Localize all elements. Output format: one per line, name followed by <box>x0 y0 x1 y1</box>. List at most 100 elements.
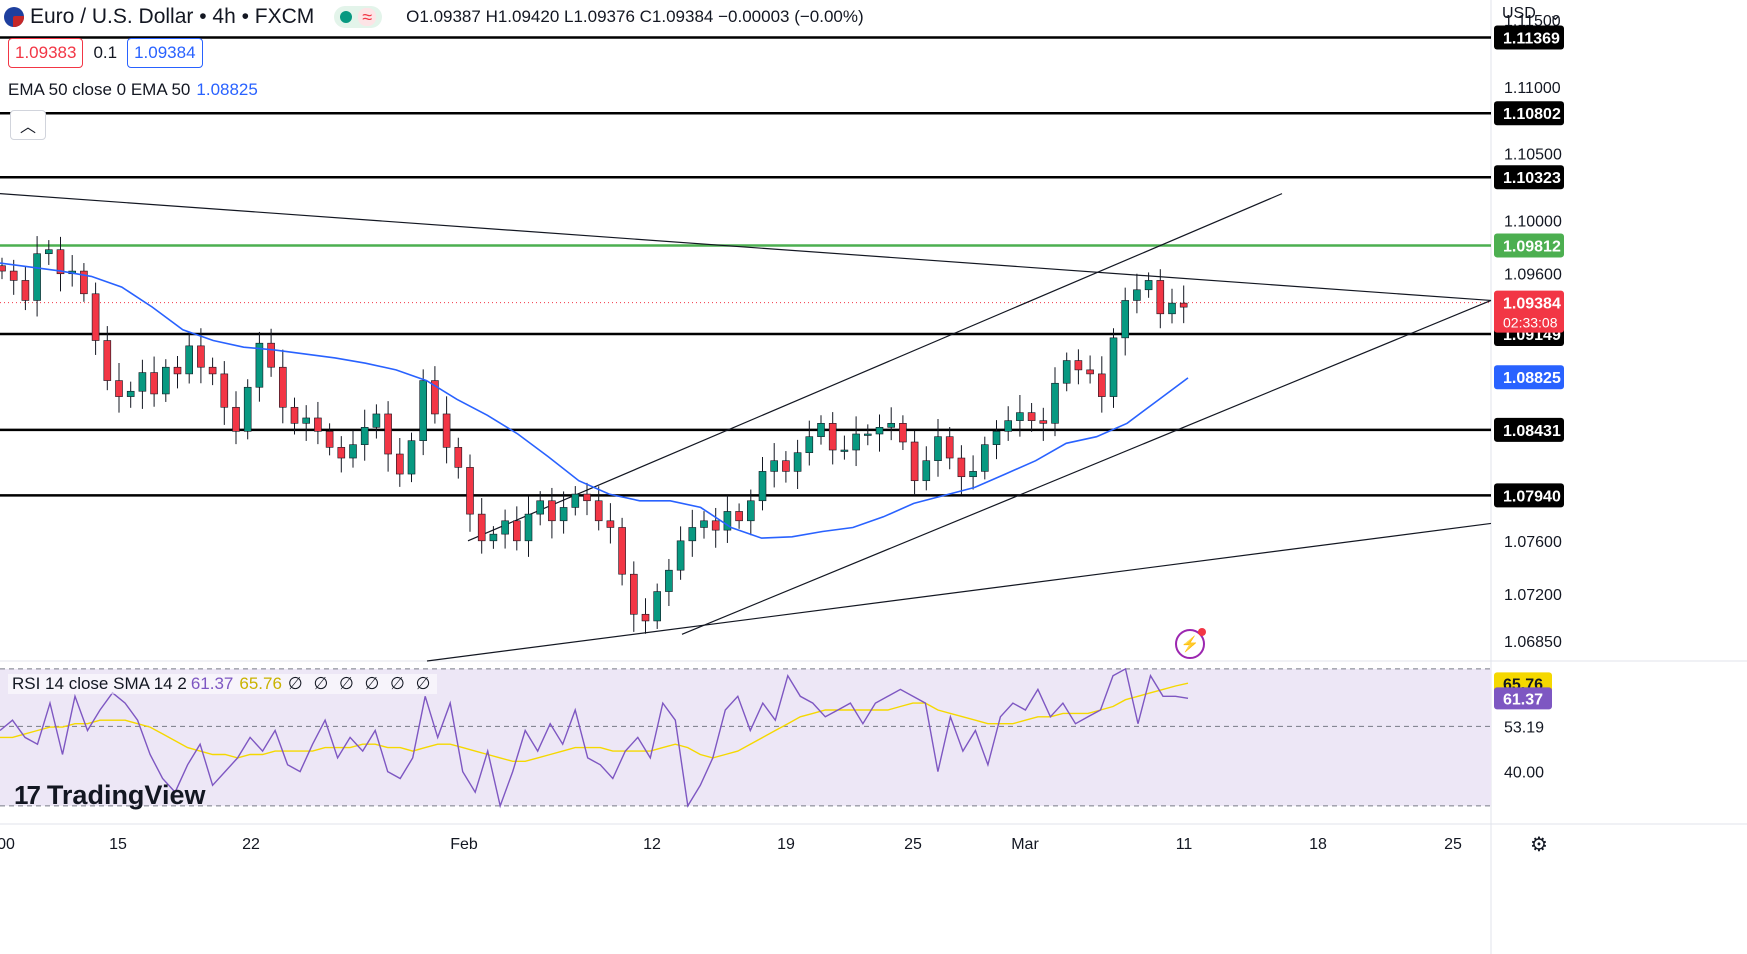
candle-body <box>80 270 88 295</box>
horizontal-levels <box>0 36 1491 497</box>
price-tick-label: 1.10000 <box>1504 213 1562 230</box>
candle-body <box>910 441 919 482</box>
time-tick-label: 22 <box>242 836 260 853</box>
candle-body <box>150 372 158 395</box>
rsi-legend-value: 61.37 <box>190 674 234 693</box>
candle-body <box>653 591 662 622</box>
candle-body <box>197 345 205 368</box>
rsi-tick-label: 40.00 <box>1504 765 1544 782</box>
candle-body <box>1004 420 1013 432</box>
candle-body <box>536 500 545 515</box>
candle-body <box>641 613 650 622</box>
candle-body <box>407 440 416 475</box>
candle-body <box>1133 289 1141 301</box>
candle-body <box>9 270 18 281</box>
candle-body <box>1074 360 1083 371</box>
candle-body <box>138 372 147 392</box>
candle-body <box>548 500 556 522</box>
candle-body <box>185 345 193 375</box>
ask-button[interactable]: 1.09384 <box>127 38 203 68</box>
candle-body <box>489 533 498 542</box>
candle-body <box>337 447 346 459</box>
ema-badge <box>1494 365 1564 390</box>
candle-body <box>0 265 6 272</box>
candle-body <box>91 293 100 341</box>
candle-body <box>1086 369 1094 375</box>
candle-body <box>559 507 568 522</box>
settings-gear-icon[interactable]: ⚙ <box>1530 834 1548 856</box>
candle-body <box>899 423 907 443</box>
price-tick-label: 1.07600 <box>1504 534 1562 551</box>
candle-body <box>419 380 428 441</box>
current-price-label: 1.09384 <box>1503 296 1561 313</box>
level-badge-label: 1.11369 <box>1503 31 1560 48</box>
price-axis: 1.115001.110001.105001.100001.096001.076… <box>1494 13 1564 651</box>
candle-body <box>828 423 837 451</box>
candle-body <box>255 342 264 388</box>
bid-ask-panel: 1.09383 0.1 1.09384 <box>8 38 203 68</box>
level-badge-label: 1.10323 <box>1503 170 1561 187</box>
time-tick-label: 18 <box>1309 836 1327 853</box>
ema-legend[interactable]: EMA 50 close 0 EMA 50 1.08825 <box>8 80 258 100</box>
candle-body <box>243 386 252 432</box>
market-status-pill[interactable]: ≈ <box>334 6 383 28</box>
tradingview-logo[interactable]: 17 TradingView <box>14 780 205 811</box>
candle-body <box>1121 300 1129 339</box>
candle-body <box>21 280 30 301</box>
time-tick-label: 19 <box>777 836 795 853</box>
candle-body <box>793 452 802 472</box>
candle-body <box>887 423 896 428</box>
candle-body <box>1062 360 1071 384</box>
chart-header: Euro / U.S. Dollar • 4h • FXCM ≈ O1.0938… <box>0 0 864 34</box>
candle-body <box>431 380 439 415</box>
level-badge-label: 1.08431 <box>1503 423 1561 440</box>
candle-body <box>606 520 615 528</box>
candle-body <box>992 431 1001 445</box>
approx-icon: ≈ <box>358 8 377 26</box>
candle-body <box>1051 382 1059 424</box>
candle-body <box>594 500 603 522</box>
candlesticks <box>0 236 1188 634</box>
level-badge-label: 1.07940 <box>1503 488 1561 505</box>
time-tick-label: 25 <box>1444 836 1462 853</box>
lightning-alert-icon[interactable]: ⚡ <box>1175 628 1206 659</box>
rsi-legend-extras: ∅ ∅ ∅ ∅ ∅ ∅ <box>287 674 434 693</box>
candle-body <box>746 500 755 522</box>
candle-body <box>466 467 474 515</box>
candle-body <box>934 436 942 461</box>
ema-legend-text: EMA 50 close 0 EMA 50 <box>8 80 191 99</box>
countdown-label: 02:33:08 <box>1503 315 1558 331</box>
price-tick-label: 1.06850 <box>1504 634 1562 651</box>
trendline <box>681 299 1492 635</box>
market-open-icon <box>340 11 353 23</box>
tradingview-wordmark: TradingView <box>46 780 206 810</box>
rsi-legend[interactable]: RSI 14 close SMA 14 2 61.37 65.76 ∅ ∅ ∅ ∅ ∅… <box>8 674 438 694</box>
candle-body <box>629 573 638 615</box>
price-tick-label: 1.07200 <box>1504 587 1562 604</box>
candle-body <box>711 520 720 531</box>
candle-body <box>278 366 287 408</box>
candle-body <box>723 511 732 531</box>
candle-body <box>735 511 743 522</box>
collapse-legend-button[interactable]: ︿ <box>10 110 46 140</box>
candle-body <box>56 249 65 275</box>
candle-body <box>162 366 170 395</box>
level-badge <box>1494 483 1564 508</box>
candle-body <box>1039 420 1048 424</box>
candle-body <box>875 427 884 435</box>
candle-body <box>220 373 229 408</box>
candle-body <box>852 433 860 451</box>
candle-body <box>454 447 463 468</box>
candle-body <box>571 493 580 508</box>
chevron-up-icon: ︿ <box>19 119 36 136</box>
bid-button[interactable]: 1.09383 <box>8 38 84 68</box>
level-badge <box>1494 165 1564 190</box>
ema-badge-label: 1.08825 <box>1503 370 1561 387</box>
candle-body <box>126 390 135 397</box>
candle-body <box>524 513 533 542</box>
symbol-title[interactable]: Euro / U.S. Dollar • 4h • FXCM <box>30 5 315 28</box>
candle-body <box>758 471 767 502</box>
currency-select[interactable]: USD ⌄ <box>1502 5 1562 25</box>
